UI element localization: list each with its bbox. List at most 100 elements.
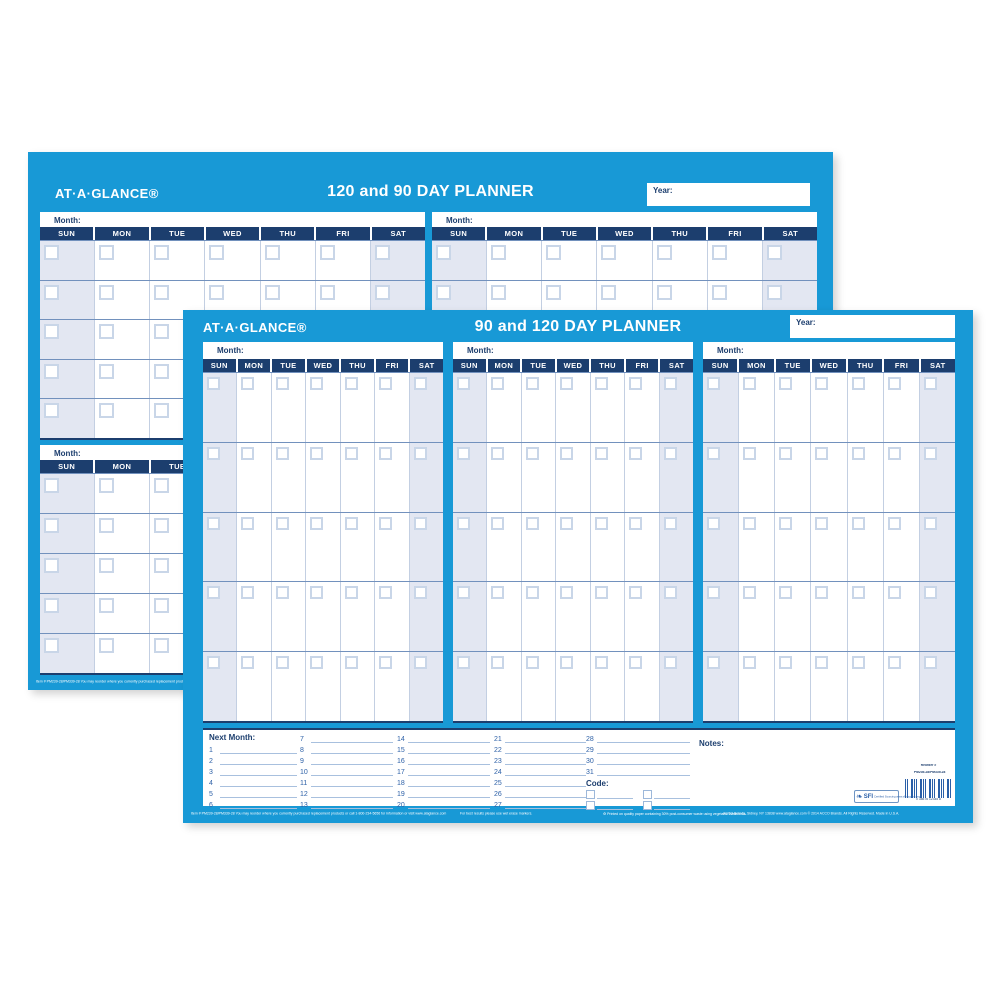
date-checkbox[interactable] — [601, 284, 617, 300]
day-cell[interactable] — [236, 652, 271, 721]
date-checkbox[interactable] — [491, 656, 505, 670]
date-checkbox[interactable] — [44, 478, 59, 493]
day-cell[interactable] — [589, 373, 625, 442]
date-checkbox[interactable] — [779, 656, 793, 670]
date-checkbox[interactable] — [154, 245, 170, 260]
date-checkbox[interactable] — [887, 656, 901, 670]
day-cell[interactable] — [810, 373, 847, 442]
day-cell[interactable] — [738, 582, 775, 652]
date-checkbox[interactable] — [525, 656, 539, 670]
date-checkbox[interactable] — [601, 245, 617, 260]
day-cell[interactable] — [486, 512, 521, 582]
day-cell[interactable] — [236, 442, 271, 512]
date-checkbox[interactable] — [413, 446, 427, 460]
write-in-line[interactable] — [311, 786, 393, 787]
write-in-line[interactable] — [505, 808, 586, 809]
date-checkbox[interactable] — [310, 656, 324, 670]
date-checkbox[interactable] — [99, 403, 115, 419]
date-checkbox[interactable] — [743, 656, 757, 670]
date-checkbox[interactable] — [379, 516, 393, 530]
date-checkbox[interactable] — [594, 377, 608, 390]
date-checkbox[interactable] — [851, 446, 865, 460]
date-checkbox[interactable] — [887, 377, 901, 390]
code-checkbox[interactable] — [643, 801, 652, 810]
date-checkbox[interactable] — [815, 586, 829, 600]
date-checkbox[interactable] — [663, 656, 677, 670]
date-checkbox[interactable] — [344, 516, 358, 530]
date-checkbox[interactable] — [711, 245, 727, 260]
day-cell[interactable] — [40, 320, 95, 359]
date-checkbox[interactable] — [154, 324, 170, 340]
write-in-line[interactable] — [408, 797, 490, 798]
day-cell[interactable] — [453, 582, 487, 652]
date-checkbox[interactable] — [154, 638, 170, 653]
write-in-line[interactable] — [597, 753, 690, 754]
date-checkbox[interactable] — [707, 516, 720, 530]
day-cell[interactable] — [703, 442, 739, 512]
date-checkbox[interactable] — [99, 638, 115, 653]
date-checkbox[interactable] — [491, 284, 507, 300]
day-cell[interactable] — [774, 512, 811, 582]
date-checkbox[interactable] — [154, 478, 170, 493]
date-checkbox[interactable] — [99, 363, 115, 379]
day-cell[interactable] — [520, 582, 556, 652]
date-checkbox[interactable] — [560, 516, 574, 530]
day-cell[interactable] — [596, 241, 652, 280]
date-checkbox[interactable] — [264, 284, 280, 300]
date-checkbox[interactable] — [815, 446, 829, 460]
day-cell[interactable] — [236, 582, 271, 652]
write-in-line[interactable] — [220, 808, 297, 809]
date-checkbox[interactable] — [457, 516, 470, 530]
write-in-line[interactable] — [505, 775, 586, 776]
day-cell[interactable] — [314, 241, 370, 280]
date-checkbox[interactable] — [310, 586, 324, 600]
day-cell[interactable] — [774, 442, 811, 512]
write-in-line[interactable] — [597, 742, 690, 743]
notes-area[interactable]: Notes: — [699, 733, 899, 803]
date-checkbox[interactable] — [154, 284, 170, 300]
day-cell[interactable] — [94, 634, 150, 673]
day-cell[interactable] — [94, 359, 150, 399]
day-cell[interactable] — [882, 582, 919, 652]
date-checkbox[interactable] — [707, 446, 720, 460]
day-cell[interactable] — [555, 512, 590, 582]
date-checkbox[interactable] — [44, 638, 59, 653]
date-checkbox[interactable] — [99, 518, 115, 533]
date-checkbox[interactable] — [663, 586, 677, 600]
date-checkbox[interactable] — [44, 518, 59, 533]
date-checkbox[interactable] — [310, 377, 324, 390]
day-cell[interactable] — [882, 512, 919, 582]
date-checkbox[interactable] — [491, 446, 505, 460]
date-checkbox[interactable] — [275, 446, 289, 460]
day-cell[interactable] — [339, 442, 375, 512]
date-checkbox[interactable] — [923, 586, 937, 600]
date-checkbox[interactable] — [154, 598, 170, 613]
write-in-line[interactable] — [505, 753, 586, 754]
date-checkbox[interactable] — [413, 516, 427, 530]
day-cell[interactable] — [40, 474, 95, 513]
day-cell[interactable] — [589, 512, 625, 582]
write-in-line[interactable] — [597, 775, 690, 776]
day-cell[interactable] — [846, 512, 883, 582]
date-checkbox[interactable] — [44, 403, 59, 419]
day-cell[interactable] — [520, 373, 556, 442]
date-checkbox[interactable] — [851, 586, 865, 600]
day-cell[interactable] — [374, 582, 409, 652]
day-cell[interactable] — [846, 582, 883, 652]
date-checkbox[interactable] — [209, 245, 225, 260]
code-checkbox[interactable] — [586, 790, 595, 799]
date-checkbox[interactable] — [629, 377, 643, 390]
date-checkbox[interactable] — [707, 656, 720, 670]
day-cell[interactable] — [703, 373, 739, 442]
day-cell[interactable] — [236, 373, 271, 442]
date-checkbox[interactable] — [99, 558, 115, 573]
day-cell[interactable] — [882, 442, 919, 512]
day-cell[interactable] — [94, 320, 150, 359]
date-checkbox[interactable] — [379, 446, 393, 460]
day-cell[interactable] — [94, 594, 150, 633]
day-cell[interactable] — [453, 652, 487, 721]
date-checkbox[interactable] — [629, 446, 643, 460]
date-checkbox[interactable] — [99, 245, 115, 260]
day-cell[interactable] — [624, 442, 659, 512]
write-in-line[interactable] — [505, 764, 586, 765]
